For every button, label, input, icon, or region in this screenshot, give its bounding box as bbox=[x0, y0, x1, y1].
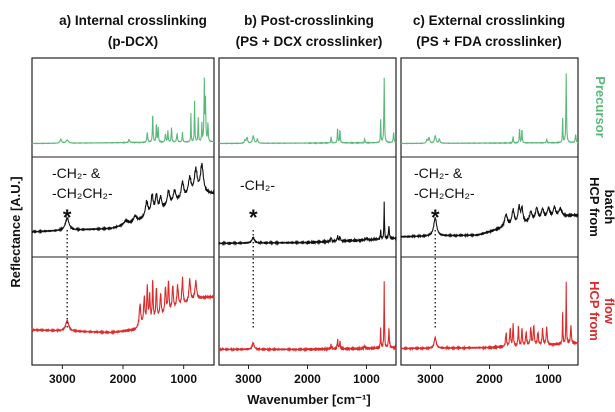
panel-c-series-hcp-from-batch bbox=[400, 203, 579, 239]
row-label-precursor: Precursor bbox=[593, 76, 608, 137]
row-labels: Precursor HCP from batch HCP from flow bbox=[587, 76, 615, 341]
panel-b-frame bbox=[218, 57, 397, 366]
panel-a-title-line2: (p-DCX) bbox=[108, 34, 158, 49]
panel-a-series-hcp-from-flow bbox=[31, 276, 215, 336]
panel-c-series-precursor bbox=[400, 73, 579, 145]
panel-b-title-line1: b) Post-crosslinking bbox=[244, 13, 374, 28]
y-axis-label: Reflectance [A.U.] bbox=[8, 176, 23, 287]
panel-a-tick-label-1000: 1000 bbox=[170, 372, 197, 386]
panel-c-tick-label-3000: 3000 bbox=[417, 372, 444, 386]
panel-a-annotation-line1: -CH₂- & bbox=[52, 165, 101, 181]
x-ticks-group: 3000 2000 1000 3000 2000 1000 3000 2000 1000 bbox=[49, 365, 562, 386]
panel-b-tick-label-2000: 2000 bbox=[294, 372, 321, 386]
panel-a-annotation-line2: -CH₂CH₂- bbox=[52, 185, 113, 201]
panel-c-tick-label-2000: 2000 bbox=[476, 372, 503, 386]
panel-c-annotation-star: * bbox=[431, 205, 440, 230]
panel-a-tick-label-3000: 3000 bbox=[49, 372, 76, 386]
panel-c-tick-label-1000: 1000 bbox=[535, 372, 562, 386]
panel-b-annotation-star: * bbox=[249, 205, 258, 230]
row-label-flow-line2: flow bbox=[602, 298, 615, 325]
panel-c-title-line2: (PS + FDA crosslinker) bbox=[416, 34, 561, 49]
panel-a-tick-label-2000: 2000 bbox=[110, 372, 137, 386]
row-separators bbox=[32, 156, 578, 258]
panel-b-title-line2: (PS + DCX crosslinker) bbox=[236, 34, 383, 49]
panel-a-series-hcp-from-batch bbox=[31, 162, 215, 235]
panel-a-frame bbox=[31, 57, 215, 366]
panel-a-title-line1: a) Internal crosslinking bbox=[59, 13, 207, 28]
x-axis-label: Wavenumber [cm⁻¹] bbox=[247, 392, 370, 407]
row-label-batch-line1: HCP from bbox=[587, 177, 602, 237]
panel-b-series-hcp-from-batch bbox=[218, 201, 397, 247]
row-label-batch-line2: batch bbox=[602, 190, 615, 225]
panel-b-series-precursor bbox=[218, 77, 397, 145]
panel-c-series-hcp-from-flow bbox=[400, 281, 579, 352]
panel-b-tick-label-3000: 3000 bbox=[235, 372, 262, 386]
panel-c-frame bbox=[400, 57, 579, 366]
row-label-flow-line1: HCP from bbox=[587, 281, 602, 341]
panel-c-annotation-line2: -CH₂CH₂- bbox=[414, 185, 475, 201]
panel-c-annotation-line1: -CH₂- & bbox=[414, 165, 463, 181]
panel-b-annotation-line1: -CH₂- bbox=[240, 177, 275, 193]
annotations-group: -CH₂- & -CH₂CH₂- -CH₂- -CH₂- & -CH₂CH₂- bbox=[52, 165, 475, 201]
panel-b-tick-label-1000: 1000 bbox=[353, 372, 380, 386]
panel-a-series-precursor bbox=[31, 77, 215, 145]
panel-c-title-line1: c) External crosslinking bbox=[413, 13, 565, 28]
spectra-group: * * * bbox=[31, 73, 579, 353]
panel-b-series-hcp-from-flow bbox=[218, 281, 397, 353]
panel-a-annotation-star: * bbox=[63, 205, 72, 230]
